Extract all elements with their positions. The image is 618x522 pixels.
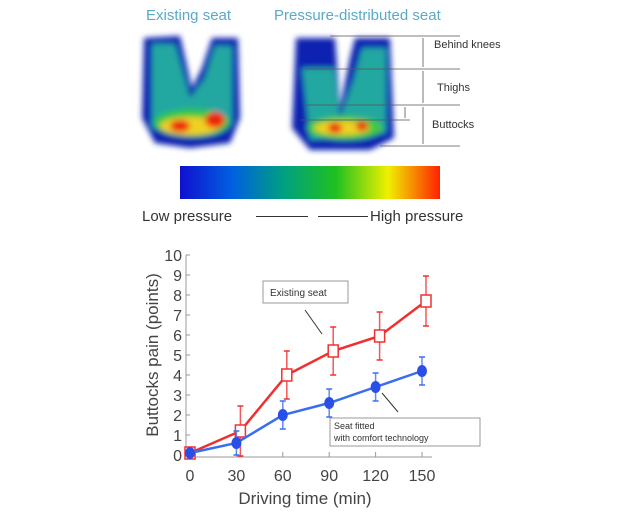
data-point-circle (324, 397, 335, 409)
callout-comfort-text-1: Seat fitted (334, 421, 375, 431)
x-tick-label: 150 (409, 468, 436, 485)
y-tick-label: 6 (173, 328, 182, 345)
region-thighs-label: Thighs (437, 82, 471, 94)
y-tick-label: 8 (173, 288, 182, 305)
y-tick-label: 9 (173, 268, 182, 285)
series-comfort-seat (185, 356, 427, 459)
y-tick-label: 5 (173, 348, 182, 365)
series-line (189, 369, 423, 455)
pressure-heatmaps (142, 35, 460, 150)
low-pressure-label: Low pressure (142, 208, 233, 225)
y-tick-label: 1 (173, 428, 182, 445)
y-tick-label: 10 (164, 248, 182, 265)
x-tick-label: 90 (320, 468, 338, 485)
pressure-distributed-seat-title: Pressure-distributed seat (274, 7, 441, 24)
data-point-circle (277, 409, 288, 421)
low-arrow (256, 216, 308, 217)
data-point-square (420, 294, 432, 308)
region-behind-knees-label: Behind knees (434, 39, 501, 51)
y-tick-label: 4 (173, 368, 182, 385)
x-tick-label: 120 (362, 468, 389, 485)
data-point-circle (231, 437, 242, 449)
data-point-circle (370, 381, 381, 393)
existing-seat-heatmap (142, 36, 240, 148)
x-axis-label: Driving time (min) (238, 489, 371, 508)
existing-seat-title: Existing seat (146, 7, 232, 24)
pressure-distributed-seat-heatmap (292, 38, 394, 150)
high-pressure-label: High pressure (370, 208, 464, 225)
callout-existing: Existing seat (262, 280, 349, 335)
callout-comfort-text-2: with comfort technology (333, 433, 429, 443)
callout-comfort: Seat fitted with comfort technology (329, 392, 481, 447)
high-arrow (318, 216, 368, 217)
callout-existing-text: Existing seat (270, 288, 327, 299)
x-tick-label: 60 (274, 468, 292, 485)
y-tick-label: 3 (173, 388, 182, 405)
x-tick-label: 0 (186, 468, 195, 485)
pressure-colorbar (180, 166, 440, 199)
series-line (189, 300, 427, 455)
region-buttocks-label: Buttocks (432, 119, 475, 131)
data-point-square (327, 344, 339, 358)
data-point-square (281, 368, 293, 382)
x-tick-label: 30 (228, 468, 246, 485)
y-tick-label: 7 (173, 308, 182, 325)
y-tick-label: 2 (173, 408, 182, 425)
data-point-square (373, 329, 386, 343)
y-axis-label: Buttocks pain (points) (143, 273, 162, 436)
region-lines (300, 35, 460, 147)
y-tick-label: 0 (173, 448, 182, 465)
data-point-circle (417, 365, 427, 377)
data-point-circle (185, 447, 195, 459)
